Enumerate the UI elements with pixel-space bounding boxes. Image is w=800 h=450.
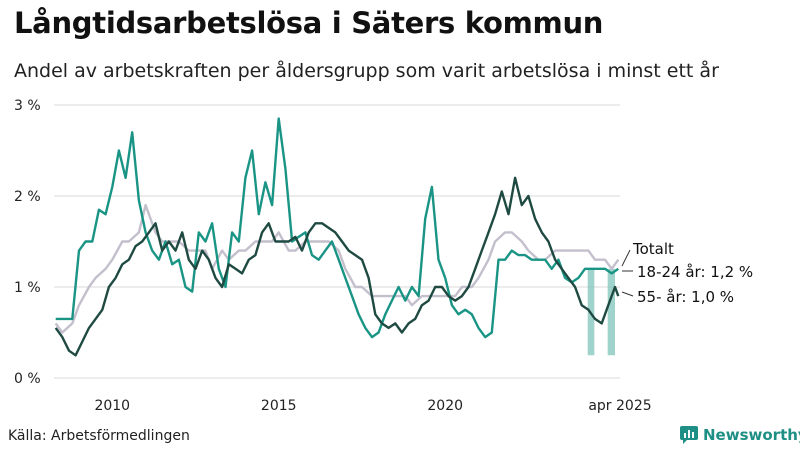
youth-range-band-1 xyxy=(607,268,616,356)
y-tick-label: 0 % xyxy=(14,371,41,387)
x-tick-label: apr 2025 xyxy=(588,398,651,414)
brand-logo: Newsworthy xyxy=(680,426,800,444)
end-label-senior: 55- år: 1,0 % xyxy=(637,288,734,306)
y-tick-label: 2 % xyxy=(14,189,41,205)
end-label-youth: 18-24 år: 1,2 % xyxy=(637,263,753,281)
x-tick-label: 2020 xyxy=(427,398,463,414)
x-tick-label: 2015 xyxy=(261,398,297,414)
source-note: Källa: Arbetsförmedlingen xyxy=(8,428,190,444)
series-end-labels: Totalt 18-24 år: 1,2 % 55- år: 1,0 % xyxy=(621,240,753,306)
x-axis-ticks: 2010 2015 2020 apr 2025 xyxy=(94,398,651,414)
range-bands xyxy=(587,268,616,356)
end-label-total: Totalt xyxy=(632,240,674,258)
newsworthy-logo-icon xyxy=(680,426,698,444)
series-lines xyxy=(54,117,620,357)
chart-subtitle: Andel av arbetskraften per åldersgrupp s… xyxy=(14,60,719,82)
series-line-total xyxy=(54,203,620,334)
chart-title: Långtidsarbetslösa i Säters kommun xyxy=(14,6,604,40)
brand-name: Newsworthy xyxy=(703,426,800,444)
series-line-youth xyxy=(55,117,619,339)
grid-lines xyxy=(54,104,620,379)
y-axis-ticks: 0 % 1 % 2 % 3 % xyxy=(14,98,41,387)
y-tick-label: 3 % xyxy=(14,98,41,114)
end-label-leader-senior xyxy=(621,291,634,297)
end-label-leader-total xyxy=(621,249,631,267)
series-line-senior xyxy=(54,176,620,357)
y-tick-label: 1 % xyxy=(14,280,41,296)
x-tick-label: 2010 xyxy=(94,398,130,414)
